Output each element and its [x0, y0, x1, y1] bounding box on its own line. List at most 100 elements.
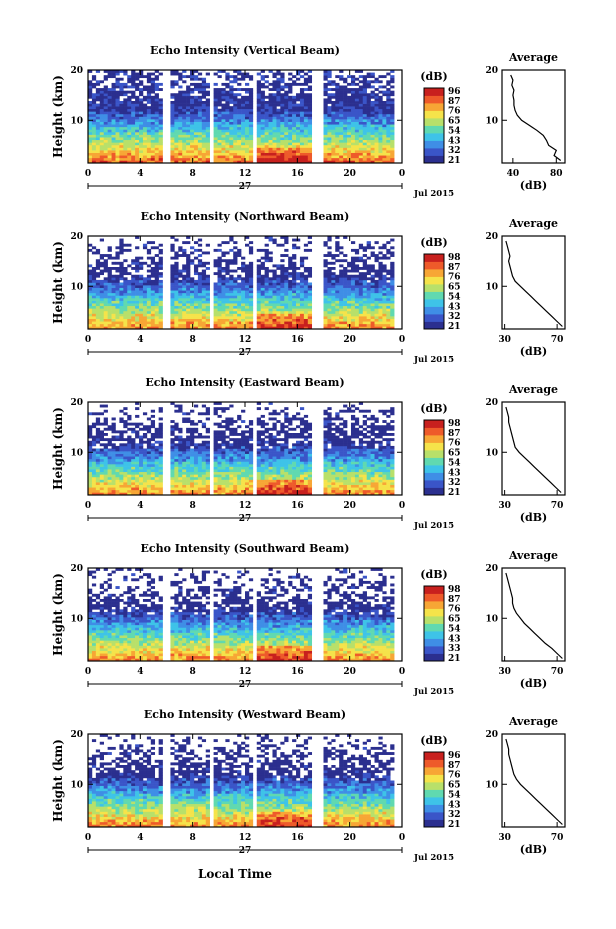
heatmap-cell: [260, 116, 265, 120]
heatmap-cell: [103, 318, 108, 322]
heatmap-cell: [111, 471, 116, 475]
heatmap-cell: [245, 326, 250, 330]
profile-frame: [501, 235, 566, 330]
heatmap-cell: [233, 157, 238, 161]
heatmap-cell: [386, 116, 391, 120]
heatmap-cell: [339, 139, 344, 143]
heatmap-cell: [327, 251, 332, 255]
heatmap-cell: [347, 142, 352, 146]
heatmap-cell: [245, 277, 250, 281]
heatmap-cell: [174, 264, 179, 268]
heatmap-cell: [343, 310, 348, 314]
heatmap-cell: [217, 243, 222, 247]
heatmap-cell: [296, 119, 301, 122]
heatmap-cell: [131, 305, 136, 309]
heatmap-cell: [182, 269, 187, 273]
heatmap-cell: [111, 287, 116, 291]
heatmap-cell: [386, 150, 391, 153]
heatmap-cell: [119, 129, 124, 133]
heatmap-cell: [88, 70, 93, 73]
heatmap-cell: [174, 267, 179, 270]
heatmap-cell: [91, 318, 97, 322]
heatmap-cell: [296, 492, 301, 496]
heatmap-cell: [99, 95, 104, 99]
heatmap-cell: [307, 152, 313, 156]
heatmap-cell: [131, 300, 136, 304]
heatmap-cell: [245, 157, 250, 161]
heatmap-cell: [127, 326, 132, 330]
heatmap-cell: [339, 259, 344, 263]
heatmap-cell: [370, 310, 375, 314]
heatmap-cell: [221, 98, 226, 102]
heatmap-cell: [123, 103, 128, 107]
heatmap-cell: [378, 290, 383, 294]
heatmap-cell: [193, 150, 199, 153]
heatmap-cell: [221, 103, 226, 107]
heatmap-cell: [221, 321, 226, 325]
heatmap-cell: [237, 323, 242, 327]
heatmap-cell: [358, 142, 364, 146]
heatmap-cell: [135, 75, 140, 79]
heatmap-cell: [146, 98, 152, 102]
heatmap-cell: [272, 474, 277, 478]
heatmap-cell: [217, 303, 222, 307]
heatmap-cell: [154, 70, 159, 73]
heatmap-cell: [354, 323, 360, 327]
heatmap-cell: [327, 144, 332, 148]
heatmap-cell: [221, 295, 226, 299]
heatmap-cell: [366, 75, 371, 79]
heatmap-cell: [111, 298, 116, 301]
heatmap-cell: [221, 282, 226, 286]
heatmap-cell: [178, 150, 183, 153]
heatmap-cell: [307, 137, 313, 141]
heatmap-cell: [288, 300, 293, 304]
heatmap-cell: [354, 308, 360, 312]
heatmap-cell: [276, 72, 281, 76]
heatmap-cell: [154, 98, 159, 102]
heatmap-cell: [335, 310, 340, 314]
heatmap-cell: [229, 277, 234, 281]
heatmap-cell: [386, 300, 391, 304]
heatmap-cell: [115, 482, 120, 485]
heatmap-cell: [378, 303, 383, 307]
heatmap-cell: [303, 474, 309, 478]
heatmap-cell: [237, 282, 242, 286]
heatmap-cell: [358, 482, 364, 485]
heatmap-cell: [197, 264, 203, 268]
heatmap-cell: [99, 126, 104, 130]
heatmap-cell: [115, 300, 120, 304]
heatmap-cell: [107, 279, 112, 283]
heatmap-cell: [197, 318, 203, 322]
heatmap-cell: [374, 487, 379, 491]
heatmap-cell: [135, 108, 140, 112]
heatmap-cell: [280, 326, 285, 330]
heatmap-cell: [350, 316, 356, 319]
heatmap-cell: [264, 303, 269, 307]
heatmap-cell: [358, 147, 364, 151]
heatmap-cell: [268, 129, 273, 133]
heatmap-cell: [339, 126, 344, 130]
heatmap-cell: [107, 292, 112, 296]
heatmap-cell: [186, 259, 191, 263]
heatmap-cell: [115, 279, 120, 283]
heatmap-cell: [170, 129, 175, 133]
heatmap-cell: [127, 152, 132, 156]
heatmap-cell: [233, 152, 238, 156]
heatmap-cell: [150, 80, 156, 84]
heatmap-cell: [107, 272, 112, 276]
heatmap-cell: [378, 282, 383, 286]
heatmap-cell: [174, 474, 179, 478]
heatmap-cell: [123, 155, 128, 159]
heatmap-cell: [197, 121, 203, 125]
heatmap-cell: [327, 298, 332, 301]
heatmap-cell: [225, 479, 230, 483]
heatmap-cell: [182, 274, 187, 278]
heatmap-cell: [99, 88, 104, 91]
heatmap-cell: [229, 269, 234, 273]
heatmap-cell: [307, 492, 313, 496]
heatmap-cell: [264, 95, 269, 99]
heatmap-cell: [123, 267, 128, 270]
heatmap-cell: [95, 106, 101, 110]
heatmap-cell: [292, 116, 297, 120]
heatmap-cell: [88, 157, 93, 161]
